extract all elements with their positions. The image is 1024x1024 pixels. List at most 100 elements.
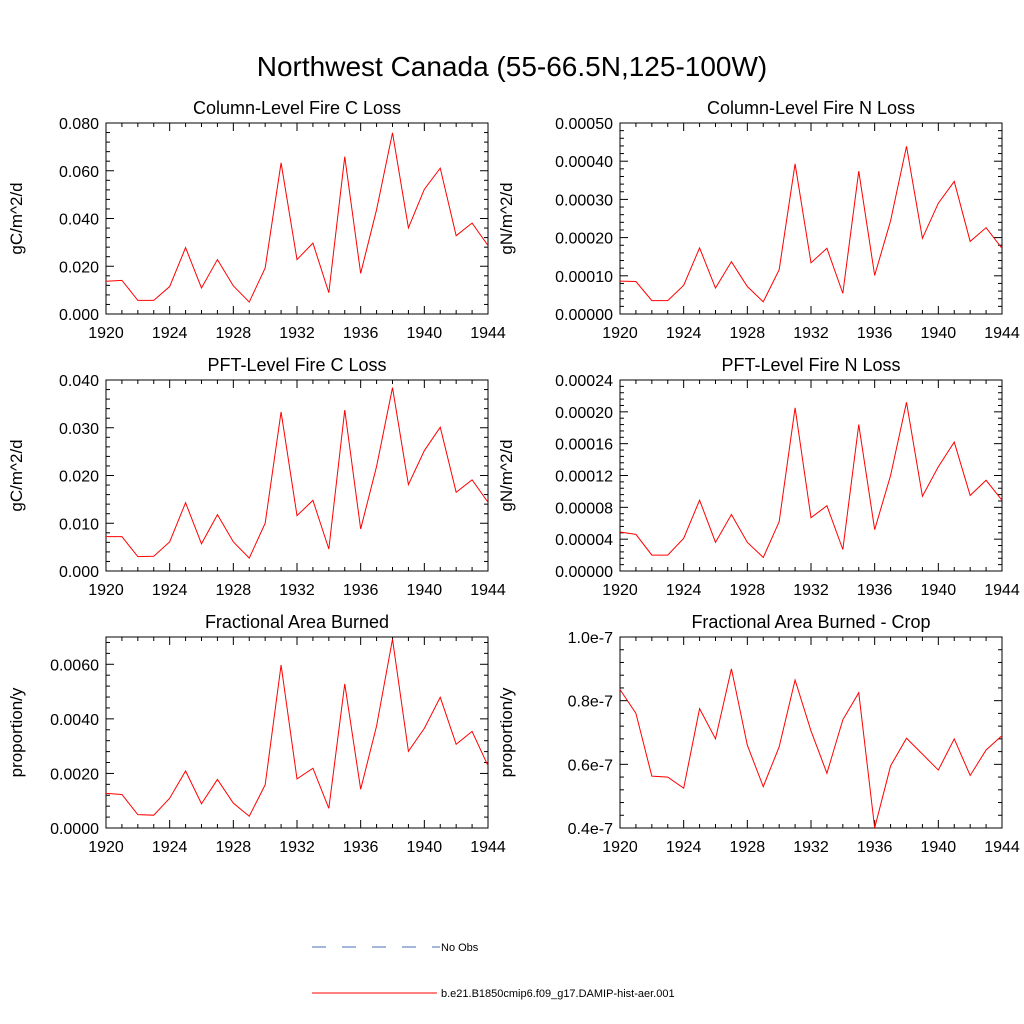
- x-tick-label: 1944: [984, 839, 1020, 856]
- x-tick-label: 1936: [857, 582, 893, 599]
- series-line: [619, 668, 1003, 829]
- x-tick-label: 1924: [666, 325, 702, 342]
- y-tick-label: 0.060: [59, 164, 99, 181]
- y-tick-label: 0.00012: [555, 469, 613, 486]
- y-tick-label: 0.00020: [555, 231, 613, 248]
- x-tick-label: 1924: [666, 839, 702, 856]
- panels: Column-Level Fire C Loss 1920 1924 1928 1932…: [7, 98, 1020, 856]
- legend-item: No Obs: [312, 942, 479, 954]
- y-tick-label: 0.00000: [555, 307, 613, 324]
- plot-frame: [619, 636, 1003, 829]
- y-tick-label: 0.00016: [555, 437, 613, 454]
- series-line: [619, 146, 1003, 303]
- y-axis-label: gC/m^2/d: [7, 439, 26, 511]
- y-tick-label: 0.0060: [50, 657, 99, 674]
- x-tick-label: 1940: [407, 325, 443, 342]
- x-tick-label: 1940: [921, 582, 957, 599]
- y-tick-label: 0.00010: [555, 269, 613, 286]
- x-tick-label: 1936: [857, 325, 893, 342]
- x-tick-label: 1936: [857, 839, 893, 856]
- x-tick-label: 1928: [730, 325, 766, 342]
- y-tick-label: 0.4e-7: [568, 821, 613, 838]
- x-tick-label: 1928: [216, 839, 252, 856]
- y-axis-label: proportion/y: [7, 687, 26, 777]
- panel-6: Fractional Area Burned - Crop 1920 1924 192…: [497, 612, 1020, 856]
- legend: No Obs b.e21.B1850cmip6.f09_g17.DAMIP-his…: [312, 942, 675, 1000]
- y-tick-label: 0.0040: [50, 712, 99, 729]
- y-tick-label: 0.0000: [50, 821, 99, 838]
- x-tick-label: 1920: [602, 839, 638, 856]
- y-tick-label: 0.020: [59, 469, 99, 486]
- x-tick-label: 1928: [730, 839, 766, 856]
- panel-5: Fractional Area Burned 1920 1924 1928 1932 19…: [7, 612, 506, 856]
- x-tick-label: 1932: [279, 839, 315, 856]
- panel-title: Fractional Area Burned - Crop: [691, 612, 930, 632]
- x-tick-label: 1944: [470, 582, 506, 599]
- y-axis-label: gN/m^2/d: [497, 182, 516, 254]
- x-tick-label: 1924: [666, 582, 702, 599]
- y-tick-label: 0.00030: [555, 192, 613, 209]
- x-tick-label: 1924: [152, 325, 188, 342]
- x-tick-label: 1920: [602, 325, 638, 342]
- y-tick-label: 0.030: [59, 421, 99, 438]
- x-tick-label: 1928: [216, 325, 252, 342]
- x-tick-label: 1924: [152, 582, 188, 599]
- panel-1: Column-Level Fire C Loss 1920 1924 1928 1932…: [7, 98, 506, 342]
- series-line: [105, 132, 489, 303]
- y-tick-label: 0.00008: [555, 500, 613, 517]
- y-tick-label: 0.00000: [555, 564, 613, 581]
- x-tick-label: 1932: [793, 582, 829, 599]
- x-tick-label: 1944: [470, 839, 506, 856]
- panel-title: PFT-Level Fire C Loss: [207, 355, 386, 375]
- panel-4: PFT-Level Fire N Loss 1920 1924 1928 1932 193…: [497, 355, 1020, 599]
- x-tick-label: 1920: [88, 839, 124, 856]
- y-tick-label: 0.00020: [555, 405, 613, 422]
- panel-3: PFT-Level Fire C Loss 1920 1924 1928 1932 193…: [7, 355, 506, 599]
- x-tick-label: 1932: [279, 582, 315, 599]
- panel-title: PFT-Level Fire N Loss: [721, 355, 900, 375]
- y-tick-label: 0.00040: [555, 154, 613, 171]
- x-tick-label: 1920: [602, 582, 638, 599]
- x-tick-label: 1944: [984, 582, 1020, 599]
- panel-title: Fractional Area Burned: [205, 612, 389, 632]
- x-tick-label: 1932: [793, 839, 829, 856]
- y-tick-label: 0.00024: [555, 373, 613, 390]
- legend-item: b.e21.B1850cmip6.f09_g17.DAMIP-hist-aer.…: [312, 988, 675, 1000]
- y-tick-label: 0.00050: [555, 116, 613, 133]
- x-tick-label: 1940: [921, 839, 957, 856]
- y-tick-label: 0.080: [59, 116, 99, 133]
- x-tick-label: 1936: [343, 839, 379, 856]
- x-tick-label: 1928: [216, 582, 252, 599]
- plot-frame: [619, 122, 1003, 315]
- plot-frame: [105, 636, 489, 829]
- y-tick-label: 0.00004: [555, 532, 613, 549]
- x-tick-label: 1920: [88, 325, 124, 342]
- x-tick-label: 1944: [984, 325, 1020, 342]
- y-tick-label: 0.020: [59, 259, 99, 276]
- x-tick-label: 1936: [343, 582, 379, 599]
- x-tick-label: 1928: [730, 582, 766, 599]
- legend-label: No Obs: [441, 942, 479, 954]
- series-line: [106, 387, 489, 559]
- x-tick-label: 1920: [88, 582, 124, 599]
- plot-frame: [105, 122, 489, 315]
- y-tick-label: 1.0e-7: [568, 630, 613, 647]
- y-tick-label: 0.000: [59, 307, 99, 324]
- x-tick-label: 1940: [407, 839, 443, 856]
- y-axis-label: gC/m^2/d: [7, 182, 26, 254]
- y-tick-label: 0.000: [59, 564, 99, 581]
- x-tick-label: 1936: [343, 325, 379, 342]
- figure-title: Northwest Canada (55-66.5N,125-100W): [257, 51, 767, 82]
- plot-frame: [105, 379, 489, 572]
- x-tick-label: 1944: [470, 325, 506, 342]
- x-tick-label: 1932: [279, 325, 315, 342]
- panel-title: Column-Level Fire N Loss: [707, 98, 915, 118]
- y-tick-label: 0.040: [59, 373, 99, 390]
- y-axis-label: proportion/y: [497, 687, 516, 777]
- y-tick-label: 0.0020: [50, 766, 99, 783]
- legend-label: b.e21.B1850cmip6.f09_g17.DAMIP-hist-aer.…: [441, 988, 675, 1000]
- y-tick-label: 0.8e-7: [568, 694, 613, 711]
- y-tick-label: 0.6e-7: [568, 757, 613, 774]
- series-line: [105, 639, 489, 818]
